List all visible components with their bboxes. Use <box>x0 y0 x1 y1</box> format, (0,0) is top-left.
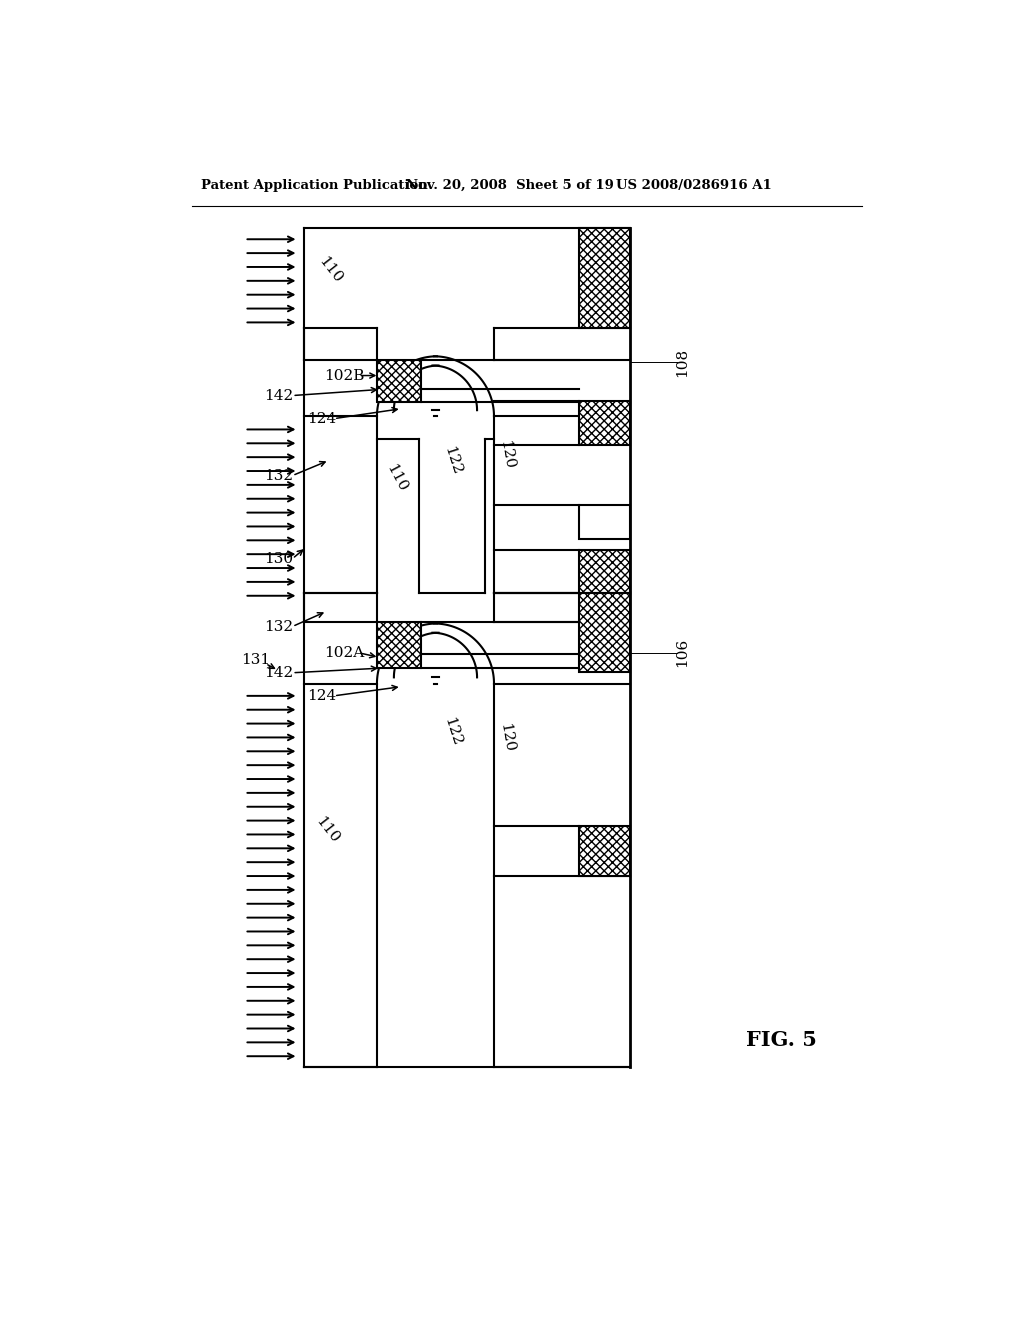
Text: 122: 122 <box>441 715 464 748</box>
Text: 131: 131 <box>242 653 270 668</box>
Text: 110: 110 <box>313 814 342 846</box>
Text: 130: 130 <box>264 552 293 566</box>
Text: 124: 124 <box>307 689 336 702</box>
Bar <box>579 594 630 672</box>
Text: US 2008/0286916 A1: US 2008/0286916 A1 <box>615 178 771 191</box>
Text: 132: 132 <box>264 619 293 634</box>
Text: 110: 110 <box>316 255 345 286</box>
Text: 142: 142 <box>264 388 293 403</box>
Bar <box>377 622 421 668</box>
Text: 122: 122 <box>441 444 464 477</box>
Text: 120: 120 <box>497 722 516 752</box>
Text: Nov. 20, 2008  Sheet 5 of 19: Nov. 20, 2008 Sheet 5 of 19 <box>407 178 614 191</box>
Bar <box>579 401 630 445</box>
Text: 132: 132 <box>264 469 293 483</box>
Text: 110: 110 <box>384 462 410 494</box>
Text: 106: 106 <box>675 638 689 668</box>
Bar <box>579 228 630 327</box>
Bar <box>579 549 630 594</box>
Text: 124: 124 <box>307 412 336 425</box>
Text: 108: 108 <box>675 348 689 378</box>
Text: 120: 120 <box>497 440 516 470</box>
Bar <box>579 826 630 876</box>
Bar <box>377 360 421 403</box>
Text: FIG. 5: FIG. 5 <box>745 1030 817 1049</box>
Text: 102A: 102A <box>325 645 365 660</box>
Text: 102B: 102B <box>325 368 365 383</box>
Text: 142: 142 <box>264 665 293 680</box>
Text: Patent Application Publication: Patent Application Publication <box>202 178 428 191</box>
Bar <box>579 506 630 539</box>
